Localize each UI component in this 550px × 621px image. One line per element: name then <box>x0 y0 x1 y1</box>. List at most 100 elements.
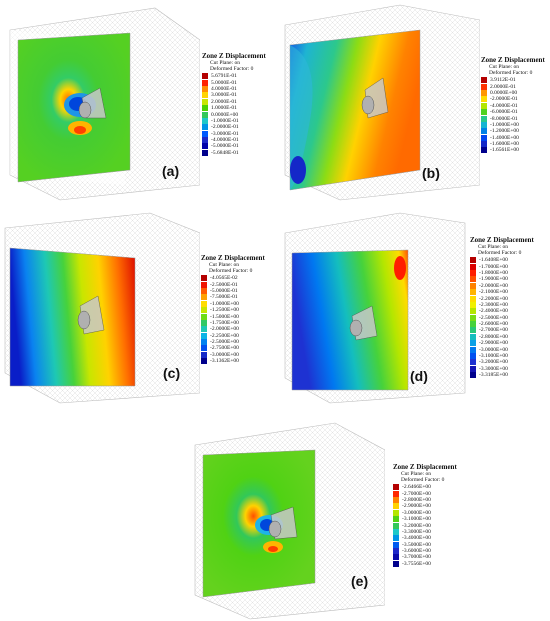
legend-swatch <box>470 257 476 264</box>
legend-swatch <box>481 77 487 84</box>
legend-swatch <box>470 359 476 366</box>
legend-value: 0.0000E+00 <box>211 111 239 118</box>
legend-value: -2.5000E+00 <box>479 314 508 321</box>
legend-swatch <box>393 560 399 567</box>
legend-swatch <box>470 308 476 315</box>
legend-value: -3.3185E+00 <box>479 372 508 379</box>
legend-swatch <box>201 351 207 358</box>
legend-swatch <box>393 509 399 516</box>
legend-deformed-factor: Deformed Factor: 0 <box>489 70 533 76</box>
legend-value: -3.1000E+00 <box>402 516 431 523</box>
legend-swatch <box>201 339 207 346</box>
legend-swatch <box>481 121 487 128</box>
legend-entry: -2.6466E+00 <box>393 484 457 491</box>
legend-entry: -2.8000E+00 <box>393 496 457 503</box>
legend-value: -4.0000E-01 <box>490 102 518 109</box>
legend-entry: -1.0000E-01 <box>202 117 266 124</box>
legend-value: 5.6791E-01 <box>211 73 237 80</box>
legend-entry: -3.3000E+00 <box>470 365 534 372</box>
legend-e: Zone Z Displacement Cut Plane: on Deform… <box>393 463 457 567</box>
legend-entry: 0.0000E+00 <box>202 111 266 118</box>
legend-value: -3.3000E+00 <box>402 528 431 535</box>
legend-value: -2.2000E+00 <box>479 295 508 302</box>
legend-entry: -1.2500E+00 <box>201 307 265 314</box>
legend-entry: -2.0000E+00 <box>470 282 534 289</box>
legend-value: -4.0565E-02 <box>210 275 238 282</box>
legend-swatch <box>201 345 207 352</box>
legend-swatch <box>393 541 399 548</box>
legend-value: -3.2000E+00 <box>479 359 508 366</box>
legend-entry: 0.0000E+00 <box>481 89 545 96</box>
legend-swatch <box>481 128 487 135</box>
legend-swatch <box>201 326 207 333</box>
legend-swatch <box>481 83 487 90</box>
legend-entry: -2.0000E-01 <box>202 124 266 131</box>
legend-title: Zone Z Displacement <box>481 56 545 64</box>
legend-value: -2.5000E+00 <box>210 339 239 346</box>
legend-value: -2.7000E+00 <box>479 327 508 334</box>
legend-swatch <box>202 124 208 131</box>
legend-rows: -2.6466E+00 -2.7000E+00 -2.8000E+00 -2.9000… <box>393 484 457 567</box>
panel-b: (b) Zone Z Displacement Cut Plane: on De… <box>280 0 550 205</box>
legend-entry: 4.0000E-01 <box>202 85 266 92</box>
panel-d: (d) Zone Z Displacement Cut Plane: on De… <box>280 208 550 408</box>
legend-entry: -2.9000E+00 <box>393 503 457 510</box>
legend-value: 5.0000E-01 <box>211 79 237 86</box>
legend-entry: 1.0000E-01 <box>202 105 266 112</box>
legend-entry: -1.6000E+00 <box>481 141 545 148</box>
legend-value: -2.3000E+00 <box>479 301 508 308</box>
legend-entry: -4.0565E-02 <box>201 275 265 282</box>
legend-swatch <box>202 143 208 150</box>
legend-entry: -1.9000E+00 <box>470 276 534 283</box>
legend-swatch <box>470 321 476 328</box>
legend-swatch <box>393 516 399 523</box>
legend-entry: -2.0000E+00 <box>201 326 265 333</box>
legend-entry: 5.0000E-01 <box>202 79 266 86</box>
legend-value: -1.7000E+00 <box>479 263 508 270</box>
legend-swatch <box>470 333 476 340</box>
legend-entry: -2.6000E+00 <box>470 321 534 328</box>
legend-swatch <box>202 98 208 105</box>
legend-value: -2.5000E-01 <box>210 281 238 288</box>
legend-entry: -2.8000E+00 <box>470 333 534 340</box>
legend-entry: -1.4000E+00 <box>481 134 545 141</box>
legend-swatch <box>470 282 476 289</box>
legend-entry: -1.2000E+00 <box>481 128 545 135</box>
legend-swatch <box>470 276 476 283</box>
legend-swatch <box>201 275 207 282</box>
legend-swatch <box>470 346 476 353</box>
legend-entry: -1.6561E+00 <box>481 147 545 154</box>
mesh-view-d <box>284 212 466 404</box>
legend-entry: -3.0000E-01 <box>202 130 266 137</box>
legend-value: 2.0000E-01 <box>211 98 237 105</box>
legend-entry: -2.1000E+00 <box>470 289 534 296</box>
legend-entry: -1.0000E+00 <box>201 300 265 307</box>
legend-swatch <box>202 73 208 80</box>
legend-swatch <box>481 134 487 141</box>
legend-swatch <box>393 554 399 561</box>
legend-value: 3.9112E-01 <box>490 77 516 84</box>
legend-entry: -1.5000E+00 <box>201 313 265 320</box>
legend-swatch <box>470 289 476 296</box>
legend-entry: -3.0000E+00 <box>201 351 265 358</box>
legend-swatch <box>202 79 208 86</box>
legend-value: -2.0000E-01 <box>490 96 518 103</box>
panel-c: (c) Zone Z Displacement Cut Plane: on De… <box>0 208 275 408</box>
legend-title: Zone Z Displacement <box>470 236 534 244</box>
legend-swatch <box>393 496 399 503</box>
legend-value: -2.0000E-01 <box>211 124 239 131</box>
legend-entry: -3.2000E+00 <box>470 359 534 366</box>
legend-value: -2.8000E+00 <box>402 496 431 503</box>
legend-value: 0.0000E+00 <box>490 89 518 96</box>
legend-swatch <box>201 358 207 365</box>
legend-swatch <box>202 130 208 137</box>
legend-value: 3.0000E-01 <box>211 92 237 99</box>
legend-deformed-factor: Deformed Factor: 0 <box>210 66 254 72</box>
legend-swatch <box>470 372 476 379</box>
legend-swatch <box>202 149 208 156</box>
legend-value: -2.0000E+00 <box>479 282 508 289</box>
legend-entry: -2.7000E+00 <box>393 490 457 497</box>
legend-swatch <box>202 85 208 92</box>
mesh-view-c <box>4 212 200 404</box>
legend-swatch <box>470 263 476 270</box>
